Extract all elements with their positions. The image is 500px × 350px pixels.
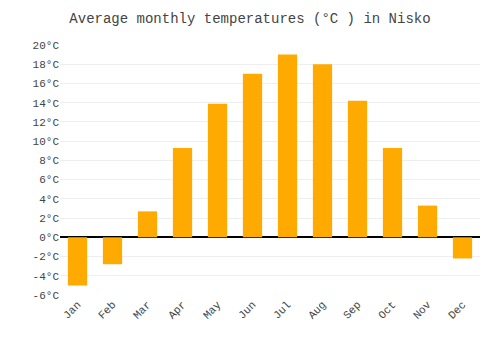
svg-text:Average monthly temperatures (: Average monthly temperatures (°C ) in Ni… bbox=[69, 11, 430, 27]
svg-text:Apr: Apr bbox=[166, 299, 188, 321]
svg-text:Feb: Feb bbox=[96, 299, 118, 321]
svg-text:16°C: 16°C bbox=[33, 78, 60, 90]
svg-text:8°C: 8°C bbox=[39, 155, 59, 167]
svg-text:Jun: Jun bbox=[236, 299, 258, 321]
svg-text:0°C: 0°C bbox=[39, 232, 59, 244]
svg-text:4°C: 4°C bbox=[39, 194, 59, 206]
svg-text:Mar: Mar bbox=[131, 299, 153, 321]
svg-text:Aug: Aug bbox=[306, 299, 328, 321]
svg-text:14°C: 14°C bbox=[33, 98, 60, 110]
svg-text:Sep: Sep bbox=[341, 299, 363, 321]
svg-text:Jan: Jan bbox=[61, 299, 83, 321]
svg-text:-6°C: -6°C bbox=[33, 290, 60, 302]
svg-text:2°C: 2°C bbox=[39, 213, 59, 225]
svg-text:-2°C: -2°C bbox=[33, 251, 60, 263]
svg-text:Jul: Jul bbox=[271, 299, 293, 321]
svg-text:Dec: Dec bbox=[446, 299, 468, 321]
svg-text:12°C: 12°C bbox=[33, 117, 60, 129]
svg-text:Nov: Nov bbox=[411, 299, 434, 322]
svg-text:18°C: 18°C bbox=[33, 59, 60, 71]
svg-text:May: May bbox=[201, 299, 224, 322]
svg-text:20°C: 20°C bbox=[33, 40, 60, 52]
svg-text:Oct: Oct bbox=[376, 299, 398, 321]
svg-text:10°C: 10°C bbox=[33, 136, 60, 148]
svg-text:6°C: 6°C bbox=[39, 174, 59, 186]
svg-text:-4°C: -4°C bbox=[33, 271, 60, 283]
